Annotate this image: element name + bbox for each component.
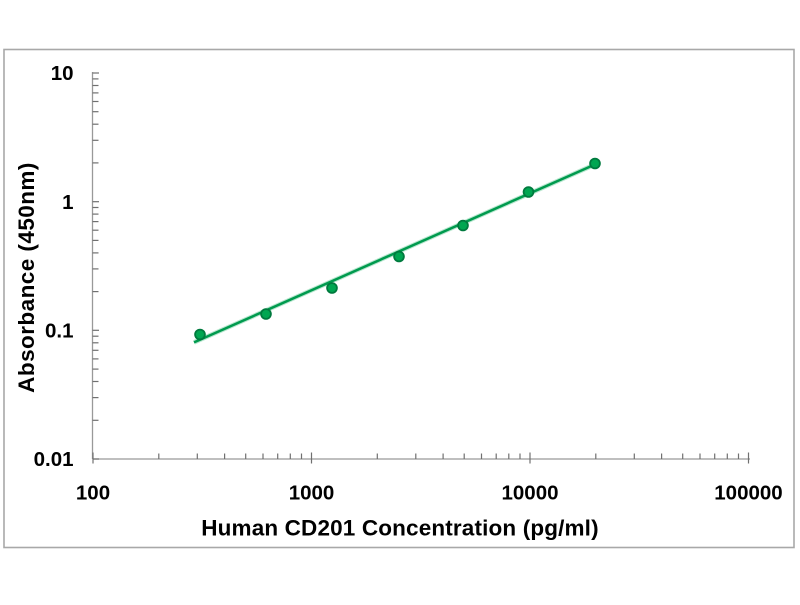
svg-text:0.1: 0.1 bbox=[45, 320, 74, 343]
svg-text:10000: 10000 bbox=[501, 482, 558, 505]
svg-text:100000: 100000 bbox=[714, 482, 782, 505]
svg-text:Human CD201 Concentration (pg/: Human CD201 Concentration (pg/ml) bbox=[201, 516, 598, 541]
svg-text:100: 100 bbox=[76, 482, 110, 505]
svg-text:1: 1 bbox=[62, 191, 73, 214]
svg-text:0.01: 0.01 bbox=[34, 448, 74, 471]
svg-text:Absorbance (450nm): Absorbance (450nm) bbox=[14, 162, 39, 393]
svg-text:10: 10 bbox=[51, 62, 74, 85]
svg-text:1000: 1000 bbox=[289, 482, 335, 505]
